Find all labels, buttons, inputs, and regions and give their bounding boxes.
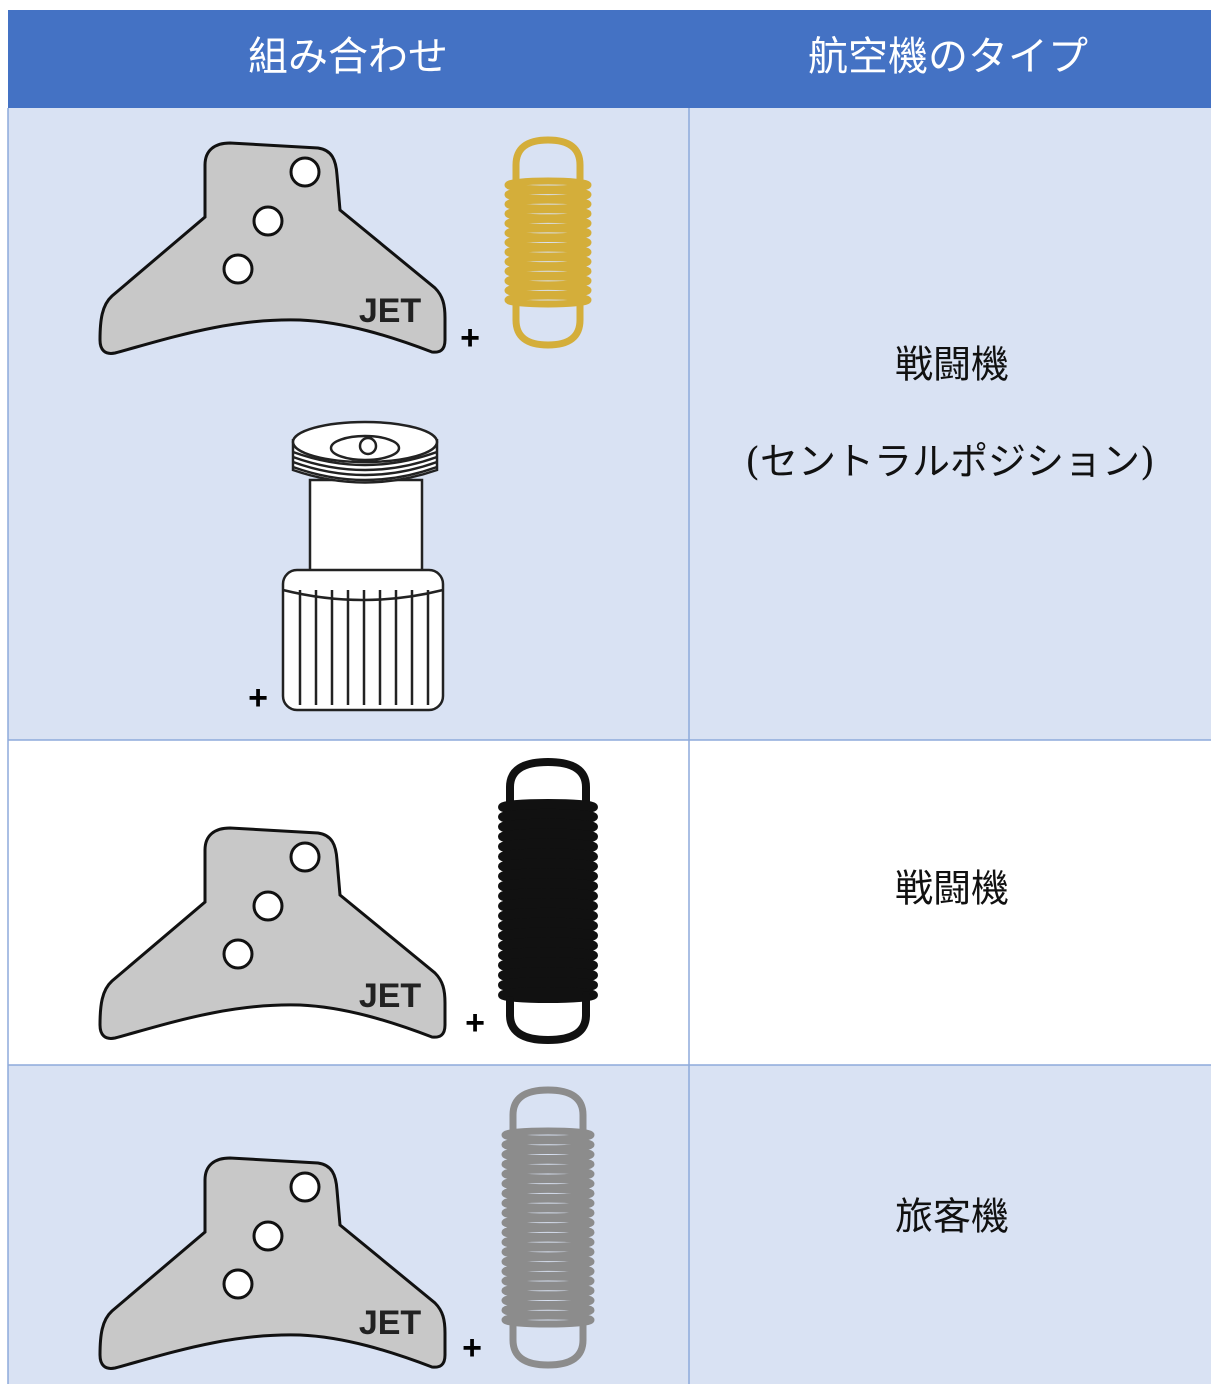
- spring: [504, 136, 592, 349]
- header-cell: 組み合わせ: [248, 34, 448, 80]
- type-text: (セントラルポジション): [745, 440, 1155, 484]
- cartridge: [281, 420, 445, 712]
- plus: +: [460, 319, 480, 357]
- spring: [501, 1086, 595, 1369]
- row-bg: [8, 108, 1211, 740]
- borders: [7, 108, 1211, 1384]
- type-text: 戦闘機: [895, 343, 1009, 387]
- spring: [498, 757, 598, 1045]
- type-text: 旅客機: [895, 1195, 1009, 1239]
- type-text: 戦闘機: [895, 867, 1009, 911]
- plate-label: JET: [359, 977, 422, 1015]
- header-cell: 航空機のタイプ: [808, 34, 1088, 80]
- plus: +: [248, 679, 268, 717]
- header-bg: [8, 10, 1211, 108]
- plate-label: JET: [359, 1304, 422, 1342]
- plus: +: [465, 1004, 485, 1042]
- plate-label: JET: [359, 292, 422, 330]
- plus: +: [462, 1329, 482, 1367]
